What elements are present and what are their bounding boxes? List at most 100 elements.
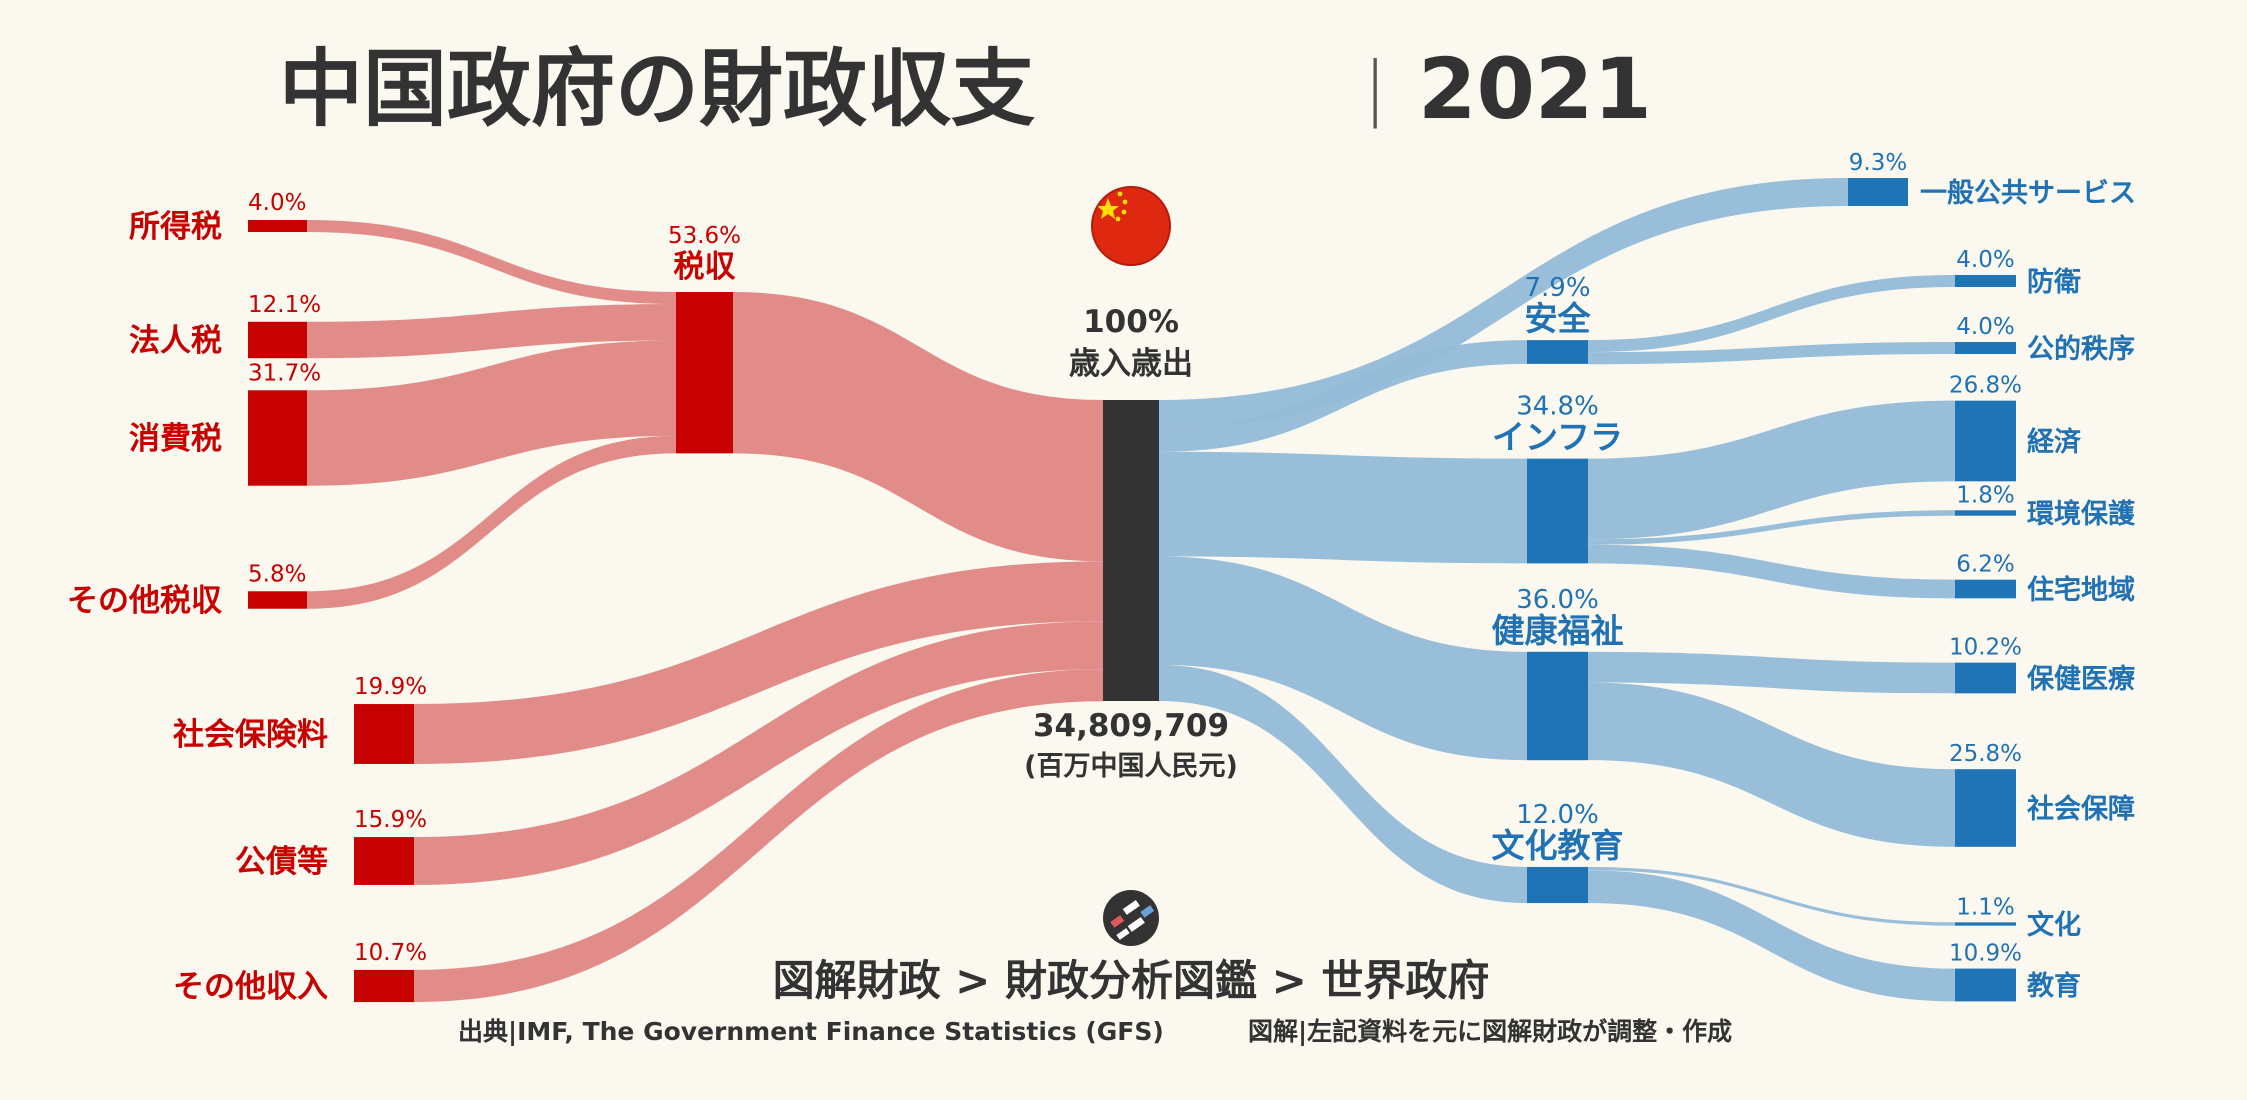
label-expense-4-1: 保健医療	[2026, 664, 2136, 695]
flow-tax-1	[307, 219, 676, 305]
node-expense-5-2	[1955, 968, 2016, 1002]
pct-label-expense-1: 9.3%	[1849, 150, 1907, 176]
flow-tax-2	[307, 304, 676, 359]
center-labels: 100% 歳入歳出 34,809,709 (百万中国人民元)	[1024, 304, 1238, 782]
node-expense-3-3	[1955, 579, 2016, 599]
pct-label-revenue-other-3: 10.7%	[354, 940, 427, 966]
flow-revenue-other-2	[414, 621, 1103, 885]
flow-layer	[307, 178, 1955, 1003]
center-percent: 100%	[1083, 304, 1179, 340]
pct-label-expense-2: 7.9%	[1524, 273, 1590, 303]
label-revenue-other-2: 公債等	[235, 844, 328, 880]
label-expense-4-2: 社会保障	[2027, 793, 2135, 825]
flow-revenue-other-1	[414, 561, 1103, 764]
pct-label-expense-4-1: 10.2%	[1949, 635, 2022, 661]
label-tax-3: 消費税	[129, 421, 222, 457]
node-revenue-other-3	[354, 969, 414, 1003]
footer-credit: 図解|左記資料を元に図解財政が調整・作成	[1248, 1017, 1732, 1046]
node-expense-3-2	[1955, 510, 2016, 516]
flow-expense-3-3	[1588, 544, 1955, 599]
zukai-zaisei-logo-icon	[1103, 890, 1159, 946]
node-revenue-other-2	[354, 837, 414, 885]
flow-expense-4	[1159, 556, 1527, 761]
label-expense-3-1: 経済	[2027, 426, 2082, 458]
footer: 図解財政 > 財政分析図鑑 > 世界政府 出典|IMF, The Governm…	[458, 956, 1732, 1046]
label-expense-3-2: 環境保護	[2027, 498, 2136, 530]
node-expense-4	[1527, 651, 1588, 761]
flow-expense-2-2	[1588, 341, 1955, 365]
label-expense-3: インフラ	[1492, 418, 1623, 457]
node-expense-3-1	[1955, 400, 2016, 482]
title-text: 中国政府の財政収支	[279, 40, 1035, 138]
label-tax-4: その他税収	[67, 583, 222, 619]
label-tax-2: 法人税	[129, 323, 222, 359]
node-expense-2-2	[1955, 341, 2016, 355]
pct-label-expense-5-1: 1.1%	[1956, 894, 2014, 920]
flow-tax-center	[733, 292, 1103, 562]
node-expense-4-2	[1955, 769, 2016, 847]
node-expense-4-1	[1955, 662, 2016, 694]
node-expense-1	[1848, 178, 1908, 206]
label-expense-1: 一般公共サービス	[1920, 177, 2136, 209]
label-expense-3-3: 住宅地域	[2027, 574, 2135, 606]
footer-breadcrumb[interactable]: 図解財政 > 財政分析図鑑 > 世界政府	[773, 956, 1490, 1005]
flow-revenue-other-3	[414, 669, 1103, 1003]
label-layer: 53.6%税収 4.0% 所得税 12.1% 法人税 31.7% 消費税 5.8% その他税収 1…	[67, 150, 2136, 1005]
pct-label-expense-3-1: 26.8%	[1949, 373, 2022, 399]
center-node	[1103, 400, 1159, 701]
pct-label-revenue-other-1: 19.9%	[354, 674, 427, 700]
label-expense-5-2: 教育	[2027, 970, 2081, 1002]
flow-expense-1	[1159, 178, 1848, 428]
flow-expense-3	[1159, 451, 1527, 564]
node-expense-2	[1527, 340, 1588, 364]
pct-label-tax-2: 12.1%	[248, 292, 321, 318]
node-revenue-other-1	[354, 704, 414, 764]
footer-source: 出典|IMF, The Government Finance Statistic…	[458, 1017, 1164, 1046]
pct-label-expense-2-2: 4.0%	[1956, 314, 2014, 340]
pct-label-expense-5: 12.0%	[1516, 800, 1599, 830]
flow-expense-4-1	[1588, 651, 1955, 694]
flow-expense-4-2	[1588, 682, 1955, 847]
label-expense-2: 安全	[1525, 299, 1592, 338]
pct-label-expense-5-2: 10.9%	[1949, 941, 2022, 967]
flow-expense-3-1	[1588, 400, 1955, 540]
label-expense-2-2: 公的秩序	[2027, 333, 2135, 365]
node-expense-5	[1527, 866, 1588, 904]
pct-label-tax-3: 31.7%	[248, 360, 321, 386]
node-expense-5-1	[1955, 922, 2016, 926]
center-name: 歳入歳出	[1069, 346, 1193, 382]
label-tax-1: 所得税	[129, 209, 222, 245]
label-revenue-other-1: 社会保険料	[173, 717, 328, 753]
title-year: 2021	[1418, 40, 1652, 138]
center-unit: (百万中国人民元)	[1024, 751, 1238, 782]
label-revenue-other-3: その他収入	[173, 969, 328, 1005]
label-expense-4: 健康福祉	[1492, 611, 1624, 650]
node-tax-3	[248, 390, 307, 486]
pct-label-expense-4-2: 25.8%	[1949, 741, 2022, 767]
node-layer	[248, 178, 2016, 1003]
pct-label-expense-4: 36.0%	[1516, 585, 1599, 615]
pct-label-expense-3-2: 1.8%	[1956, 482, 2014, 508]
pct-label-tax-1: 4.0%	[248, 190, 306, 216]
node-expense-3	[1527, 458, 1588, 564]
flow-expense-3-2	[1588, 510, 1955, 545]
pct-label-revenue-other-2: 15.9%	[354, 807, 427, 833]
pct-label-expense-3: 34.8%	[1516, 392, 1599, 422]
chart-title: 中国政府の財政収支 | 2021	[279, 40, 1652, 138]
label-expense-5: 文化教育	[1492, 826, 1624, 865]
node-tax-2	[248, 321, 307, 359]
flow-tax-4	[307, 435, 676, 609]
pct-label-tax-total: 53.6%	[668, 223, 741, 249]
node-tax-1	[248, 219, 307, 233]
node-tax-4	[248, 591, 307, 609]
china-flag-icon	[1091, 186, 1171, 266]
pct-label-tax-4: 5.8%	[248, 561, 306, 587]
flow-expense-5-2	[1588, 870, 1955, 1002]
node-expense-2-1	[1955, 274, 2016, 288]
pct-label-expense-2-1: 4.0%	[1956, 247, 2014, 273]
node-tax-total	[676, 292, 733, 454]
center-total: 34,809,709	[1033, 708, 1229, 744]
flow-expense-2	[1159, 340, 1527, 452]
